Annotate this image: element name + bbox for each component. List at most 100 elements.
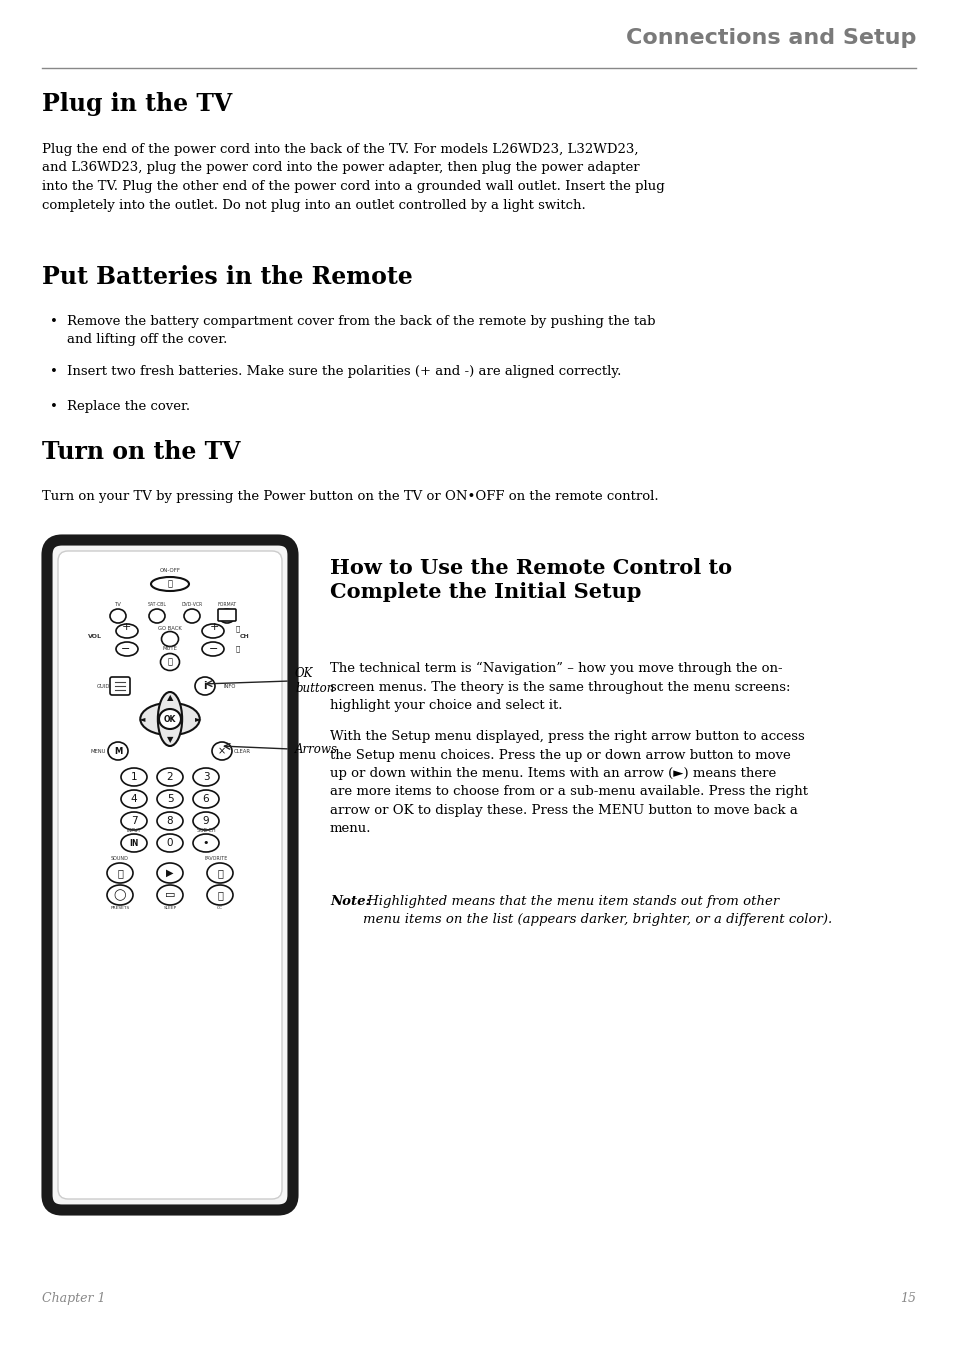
Ellipse shape	[110, 609, 126, 622]
Text: How to Use the Remote Control to
Complete the Initial Setup: How to Use the Remote Control to Complet…	[330, 558, 731, 602]
Ellipse shape	[116, 624, 138, 639]
Ellipse shape	[157, 768, 183, 786]
Text: ⏮: ⏮	[235, 645, 240, 652]
Ellipse shape	[151, 576, 189, 591]
FancyBboxPatch shape	[218, 609, 235, 621]
Text: VOL: VOL	[88, 633, 102, 639]
Text: ▶: ▶	[166, 868, 173, 878]
Text: 7: 7	[131, 815, 137, 826]
Text: Turn on your TV by pressing the Power button on the TV or ON•OFF on the remote c: Turn on your TV by pressing the Power bu…	[42, 490, 658, 504]
Text: GUIDE: GUIDE	[96, 683, 113, 688]
FancyBboxPatch shape	[58, 551, 282, 1199]
Ellipse shape	[193, 834, 219, 852]
Ellipse shape	[157, 886, 183, 904]
Ellipse shape	[159, 709, 181, 729]
FancyBboxPatch shape	[110, 676, 130, 695]
Ellipse shape	[107, 886, 132, 904]
Text: •: •	[203, 838, 209, 848]
Ellipse shape	[194, 676, 214, 695]
Text: DVD·VCR: DVD·VCR	[181, 602, 202, 606]
Text: ×: ×	[217, 747, 226, 756]
Ellipse shape	[121, 790, 147, 809]
Text: ▲: ▲	[167, 694, 173, 702]
Text: ▭: ▭	[165, 890, 175, 900]
Text: ►: ►	[194, 714, 201, 724]
Text: Plug the end of the power cord into the back of the TV. For models L26WD23, L32W: Plug the end of the power cord into the …	[42, 143, 664, 212]
Text: INFO: INFO	[224, 683, 236, 688]
Text: MUTE: MUTE	[162, 645, 177, 651]
Text: ⏪: ⏪	[117, 868, 123, 878]
FancyBboxPatch shape	[47, 540, 293, 1210]
Text: Note:: Note:	[330, 895, 370, 909]
Text: −: −	[209, 644, 218, 653]
Ellipse shape	[108, 743, 128, 760]
Text: •: •	[50, 364, 58, 378]
Text: CC: CC	[216, 906, 223, 910]
Text: ON-OFF: ON-OFF	[159, 568, 180, 574]
Text: SAT·CBL: SAT·CBL	[148, 602, 167, 606]
Text: IN: IN	[130, 838, 138, 848]
Ellipse shape	[202, 624, 224, 639]
Text: 15: 15	[899, 1292, 915, 1305]
Ellipse shape	[212, 743, 232, 760]
Text: Turn on the TV: Turn on the TV	[42, 440, 240, 464]
Text: SUB CH: SUB CH	[196, 829, 215, 833]
Text: 9: 9	[202, 815, 209, 826]
Ellipse shape	[193, 790, 219, 809]
Text: The technical term is “Navigation” – how you move through the on-
screen menus. : The technical term is “Navigation” – how…	[330, 662, 790, 713]
Ellipse shape	[161, 632, 178, 647]
Ellipse shape	[116, 643, 138, 656]
Text: OK
button: OK button	[294, 667, 334, 695]
Text: Highlighted means that the menu item stands out from other
menu items on the lis: Highlighted means that the menu item sta…	[363, 895, 831, 926]
Text: SLEEP: SLEEP	[163, 906, 176, 910]
Ellipse shape	[219, 609, 234, 622]
Text: MENU: MENU	[91, 748, 106, 753]
Text: CH: CH	[240, 634, 250, 640]
Text: OK: OK	[164, 714, 176, 724]
Text: •: •	[50, 315, 58, 328]
Text: Replace the cover.: Replace the cover.	[67, 400, 190, 413]
Text: FAVORITE: FAVORITE	[204, 856, 228, 861]
Ellipse shape	[140, 703, 199, 736]
Text: GO BACK: GO BACK	[158, 625, 182, 630]
Text: With the Setup menu displayed, press the right arrow button to access
the Setup : With the Setup menu displayed, press the…	[330, 730, 807, 836]
Text: M: M	[113, 747, 122, 756]
Ellipse shape	[157, 834, 183, 852]
Text: 8: 8	[167, 815, 173, 826]
Text: ◄: ◄	[138, 714, 145, 724]
Ellipse shape	[149, 609, 165, 622]
Ellipse shape	[157, 790, 183, 809]
Ellipse shape	[121, 811, 147, 830]
Ellipse shape	[121, 834, 147, 852]
Text: 3: 3	[202, 772, 209, 782]
Ellipse shape	[184, 609, 200, 622]
Text: +: +	[209, 622, 218, 632]
Text: PRESETS: PRESETS	[111, 906, 130, 910]
Text: CLEAR: CLEAR	[233, 748, 251, 753]
Text: 🔇: 🔇	[168, 657, 172, 667]
Text: Connections and Setup: Connections and Setup	[625, 28, 915, 49]
Text: ⏸: ⏸	[217, 890, 223, 900]
Text: +: +	[121, 622, 131, 632]
Text: 1: 1	[131, 772, 137, 782]
Text: 2: 2	[167, 772, 173, 782]
Text: ◯: ◯	[113, 890, 126, 900]
Ellipse shape	[160, 653, 179, 671]
Ellipse shape	[207, 886, 233, 904]
Text: 0: 0	[167, 838, 173, 848]
Ellipse shape	[207, 863, 233, 883]
Text: FORMAT: FORMAT	[217, 602, 236, 606]
Text: ⏭: ⏭	[235, 625, 240, 632]
Text: INPUT: INPUT	[127, 829, 141, 833]
Ellipse shape	[157, 693, 182, 747]
Text: −: −	[121, 644, 131, 653]
Ellipse shape	[193, 768, 219, 786]
Text: Put Batteries in the Remote: Put Batteries in the Remote	[42, 265, 413, 289]
Ellipse shape	[157, 863, 183, 883]
Text: 4: 4	[131, 794, 137, 805]
Ellipse shape	[121, 768, 147, 786]
Text: i: i	[203, 680, 207, 691]
Text: ⏩: ⏩	[217, 868, 223, 878]
Text: TV: TV	[114, 602, 121, 606]
Ellipse shape	[107, 863, 132, 883]
